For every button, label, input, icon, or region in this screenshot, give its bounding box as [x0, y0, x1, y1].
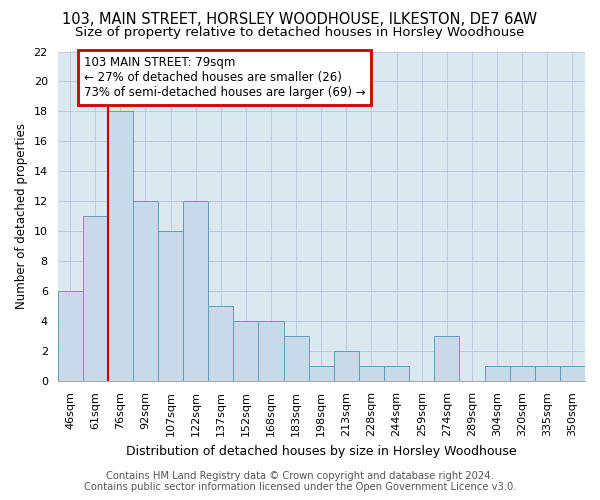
Bar [309, 366, 334, 382]
Bar [434, 336, 460, 382]
Bar [158, 232, 183, 382]
Bar [485, 366, 509, 382]
Bar [284, 336, 309, 382]
Bar [183, 202, 208, 382]
Bar [133, 202, 158, 382]
Text: 103, MAIN STREET, HORSLEY WOODHOUSE, ILKESTON, DE7 6AW: 103, MAIN STREET, HORSLEY WOODHOUSE, ILK… [62, 12, 538, 28]
Bar [359, 366, 384, 382]
Bar [259, 322, 284, 382]
Bar [535, 366, 560, 382]
Bar [83, 216, 108, 382]
Bar [233, 322, 259, 382]
Bar [334, 352, 359, 382]
Text: Contains HM Land Registry data © Crown copyright and database right 2024.
Contai: Contains HM Land Registry data © Crown c… [84, 471, 516, 492]
Bar [208, 306, 233, 382]
Bar [560, 366, 585, 382]
Bar [58, 292, 83, 382]
X-axis label: Distribution of detached houses by size in Horsley Woodhouse: Distribution of detached houses by size … [126, 444, 517, 458]
Bar [384, 366, 409, 382]
Y-axis label: Number of detached properties: Number of detached properties [15, 124, 28, 310]
Text: Size of property relative to detached houses in Horsley Woodhouse: Size of property relative to detached ho… [76, 26, 524, 39]
Text: 103 MAIN STREET: 79sqm
← 27% of detached houses are smaller (26)
73% of semi-det: 103 MAIN STREET: 79sqm ← 27% of detached… [84, 56, 365, 99]
Bar [108, 112, 133, 382]
Bar [509, 366, 535, 382]
